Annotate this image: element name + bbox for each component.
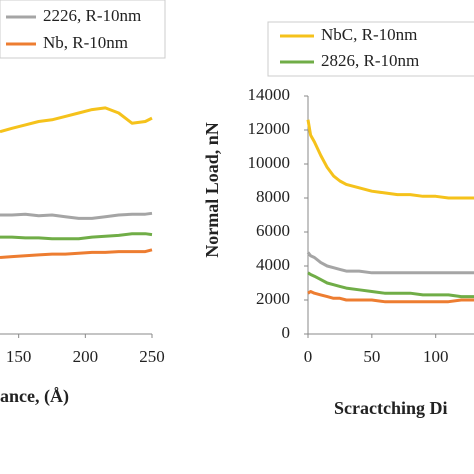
y-tick-label: 4000: [256, 255, 290, 274]
y-tick-label: 12000: [248, 119, 291, 138]
x-tick-label: 250: [139, 347, 165, 366]
series-line: [0, 248, 153, 259]
x-axis-label: Scractching Di: [334, 398, 447, 418]
series-line: [306, 119, 474, 200]
x-axis-label: ance, (Å): [0, 386, 69, 407]
legend-box: [0, 0, 166, 59]
x-tick-label: 200: [73, 347, 99, 366]
series-line: [307, 271, 474, 299]
series-line: [307, 290, 474, 304]
series-line: [0, 106, 153, 134]
legend-label: 2826, R-10nm: [321, 51, 419, 70]
legend-box: [267, 21, 474, 77]
series-line: [0, 211, 153, 220]
y-tick-label: 8000: [256, 187, 290, 206]
y-tick-label: 10000: [248, 153, 291, 172]
x-tick-label: 50: [363, 347, 380, 366]
y-tick-label: 2000: [256, 289, 290, 308]
y-tick-label: 0: [282, 323, 291, 342]
x-tick-label: 100: [423, 347, 449, 366]
legend-label: 2226, R-10nm: [43, 6, 141, 25]
x-tick-label: 150: [6, 347, 32, 366]
series-line: [0, 232, 153, 241]
legend-label: Nb, R-10nm: [43, 33, 128, 52]
series-line: [306, 251, 474, 275]
y-tick-label: 6000: [256, 221, 290, 240]
y-tick-label: 14000: [248, 85, 291, 104]
legend-label: NbC, R-10nm: [321, 25, 417, 44]
y-axis-label: Normal Load, nN: [202, 122, 222, 258]
x-tick-label: 0: [304, 347, 313, 366]
